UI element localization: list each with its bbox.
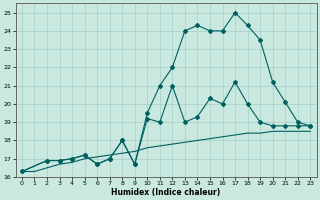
X-axis label: Humidex (Indice chaleur): Humidex (Indice chaleur) (111, 188, 221, 197)
